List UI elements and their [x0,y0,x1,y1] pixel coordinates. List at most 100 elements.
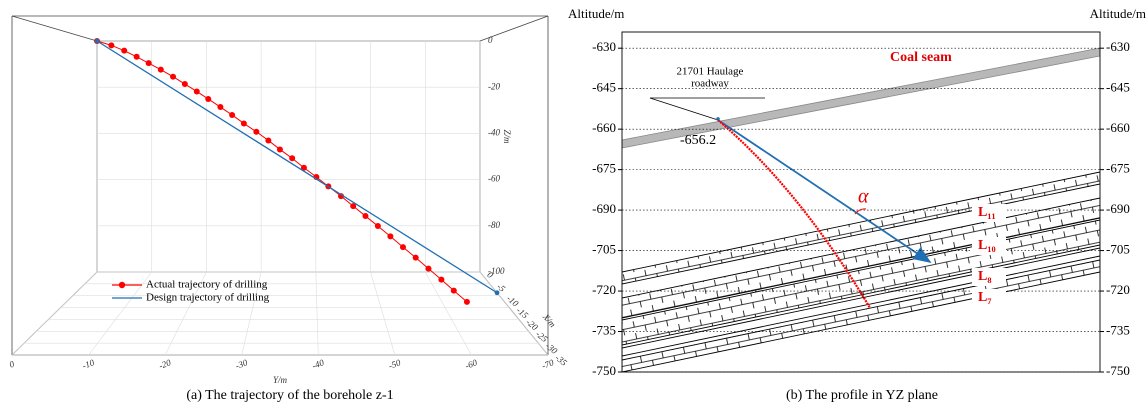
trajectory-point [229,111,236,118]
entry-point [716,117,720,121]
trajectory-point [399,244,406,251]
trajectory-point [494,290,500,296]
angle-label: α [858,186,869,208]
trajectory-point [276,146,283,153]
grid-line [88,271,152,356]
trajectory-point [450,287,457,294]
grid-line [425,271,472,356]
y-tick-label: -660 [592,120,616,135]
x-tick-label: -20 [524,317,540,333]
stratum-label: L₁₀ [978,238,996,253]
legend-label: Design trajectory of drilling [146,292,270,304]
y-tick-label: -60 [464,357,479,371]
trajectory-line [96,40,498,294]
trajectory-point [181,81,188,88]
trajectory-point [108,42,115,49]
y-tick-label: -20 [157,357,172,371]
x-tick-label: -10 [505,293,521,309]
z-tick-label: -80 [488,220,500,230]
roadway-label: roadway [691,78,729,90]
trajectory-point [94,38,100,44]
trajectory-point [157,66,164,73]
trajectory-point [387,233,394,240]
y-tick-label: -675 [592,161,616,176]
y2-tick-label: -735 [1106,323,1130,338]
z-tick-label: -100 [488,266,505,276]
box-edge [11,15,98,42]
y-tick-label: -705 [592,242,616,257]
trajectory-point [253,128,260,135]
z-tick-label: -40 [488,127,500,137]
y-tick-label: -40 [311,357,326,371]
design-profile [717,119,932,264]
panel-b: -630 -645 -660 -675 -690 -705 -720 -735 -750 -630… [568,6,1146,403]
y2-tick-label: -690 [1106,201,1130,216]
stratum-label: L₇ [978,290,992,305]
y2-tick-label: -720 [1106,282,1130,297]
caption: (b) The profile in YZ plane [786,388,938,403]
grid-line [370,271,396,356]
y-tick-label: -10 [81,357,96,371]
trajectory-point [217,104,224,111]
y2-tick-label: -705 [1106,242,1130,257]
trajectory-point [240,120,247,127]
y-tick-label: -750 [592,363,616,378]
trajectory-line [96,40,468,303]
trajectory-point [374,223,381,230]
grid-line [241,271,262,356]
stratum-label-bg [972,268,1006,286]
y-axis-label: Y/m [273,375,288,385]
y-tick-label: -720 [592,282,616,297]
trajectory-point [412,254,419,261]
trajectory-point [300,164,307,171]
x-axis-label: X/m [540,311,558,330]
trajectory-point [289,155,296,162]
y2-tick-label: -660 [1106,120,1130,135]
trajectory-point [121,47,128,54]
y-axis-label: Altitude/m [568,6,624,21]
stratum-label-bg [972,204,1006,222]
y-tick-label: -630 [592,39,616,54]
x-tick-label: 0 [485,269,495,280]
roadway-label: 21701 Haulage [677,66,744,78]
grid-line [164,271,207,356]
x-tick-label: -30 [544,341,560,357]
y-tick-label: -70 [540,357,555,371]
grid-line [11,271,98,356]
stratum-label-bg [972,289,1006,307]
z-tick-label: 0 [488,35,493,45]
stratum-label-bg [972,237,1006,255]
actual-profile [717,119,871,309]
trajectory-point [425,265,432,272]
y2-tick-label: -750 [1106,363,1130,378]
y-tick-label: 0 [8,358,16,369]
y-tick-label: -735 [592,323,616,338]
leader-line [649,97,719,121]
z-tick-label: -20 [488,81,500,91]
y-tick-label: -690 [592,201,616,216]
plot-frame [621,31,1101,373]
y2-axis-label: Altitude/m [1090,6,1146,21]
trajectory-point [193,88,200,95]
angle-arc [854,208,867,215]
trajectory-point [362,213,369,220]
trajectory-point [338,193,345,200]
y-tick-label: -645 [592,80,616,95]
trajectory-point [350,203,357,210]
x-tick-label: -25 [534,329,550,345]
trajectory-point [205,95,212,102]
trajectory-point [265,137,272,144]
coal-seam-label: Coal seam [890,50,952,65]
y-tick-label: -50 [387,357,402,371]
trajectory-point [133,53,140,60]
y2-tick-label: -630 [1106,39,1130,54]
y-tick-label: -30 [234,357,249,371]
z-axis-label: Z/m [502,129,512,144]
grid-line [315,271,319,356]
x-tick-label: -35 [553,352,569,368]
trajectory-point [170,73,177,80]
legend-label: Actual trajectory of drilling [146,279,268,291]
y2-tick-label: -645 [1106,80,1130,95]
